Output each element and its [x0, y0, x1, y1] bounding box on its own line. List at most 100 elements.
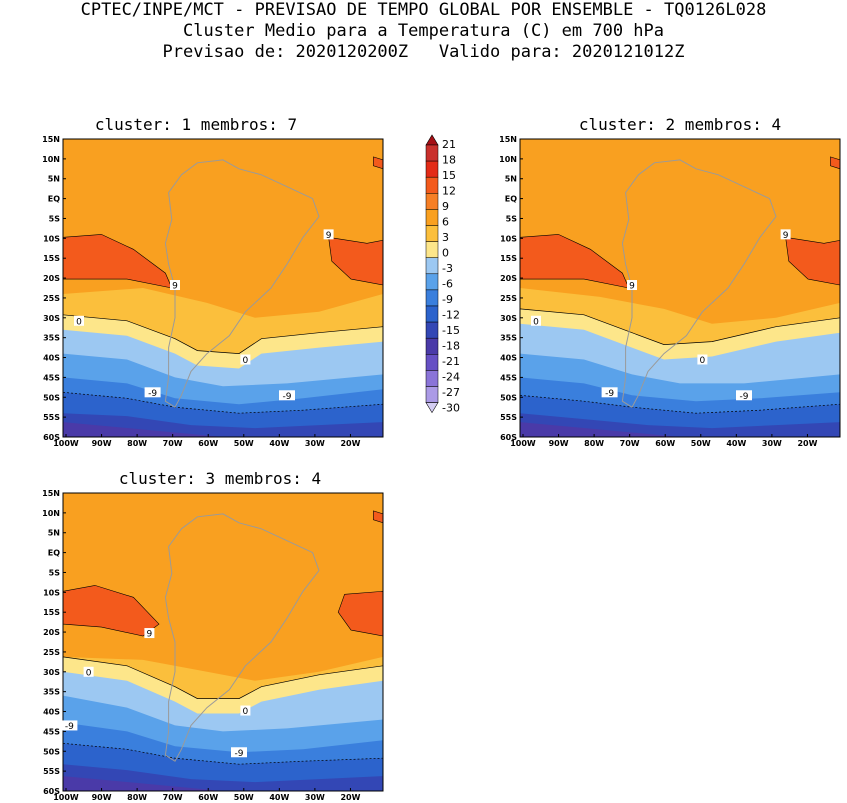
contour-label: 9 [172, 282, 178, 292]
lat-label: 50S [43, 393, 60, 402]
lon-label: 100W [53, 793, 79, 802]
field-band [520, 422, 680, 437]
contour-label-bg [279, 390, 295, 401]
lon-label: 30W [305, 439, 325, 448]
colorbar-swatch [425, 273, 439, 291]
colorbar-label: 21 [442, 138, 456, 151]
contour-0 [519, 308, 841, 345]
lat-label: EQ [505, 195, 517, 204]
field-band [63, 776, 223, 791]
contour-label: 0 [243, 356, 249, 366]
lon-label: 20W [340, 793, 360, 802]
header-line-3: Previsao de: 2020120200Z Valido para: 20… [162, 42, 685, 62]
contour-label-bg [240, 354, 251, 365]
lat-label: 25S [43, 648, 60, 657]
colorbar-swatch [425, 160, 439, 178]
colorbar-label: 18 [442, 154, 456, 167]
map-panel-3: cluster: 3 membros: 4 15N 10N 5N EQ 5S 10S 15S 2… [42, 469, 384, 802]
lon-label: 40W [269, 793, 289, 802]
lat-label: 45S [500, 373, 517, 382]
lat-label: 5S [49, 568, 61, 577]
colorbar-swatch [425, 354, 439, 371]
lat-label: 35S [500, 334, 517, 343]
colorbar-label: -6 [442, 278, 453, 291]
colorbar-label: -24 [442, 371, 460, 384]
colorbar-label: -27 [442, 386, 460, 399]
contour-label-bg [697, 354, 708, 365]
lon-label: 60W [655, 439, 675, 448]
lat-label: 10N [499, 155, 517, 164]
contour-label: 9 [783, 231, 789, 241]
lat-label: 25S [500, 294, 517, 303]
colorbar-label: -3 [442, 262, 453, 275]
colorbar-swatch [425, 225, 439, 242]
contour-label-bg [601, 387, 618, 398]
lon-label: 70W [163, 793, 183, 802]
map-panel-2: cluster: 2 membros: 4 15N 10N 5N EQ 5S 10S 15S 2… [499, 115, 841, 448]
lon-label: 20W [797, 439, 817, 448]
contour-label: 0 [243, 707, 249, 717]
contour-label-bg [627, 280, 637, 291]
lon-label: 30W [762, 439, 782, 448]
contour-label: 9 [629, 282, 635, 292]
lon-label: 100W [510, 439, 536, 448]
colorbar-label: 0 [442, 247, 449, 260]
colorbar-arrow-top [425, 134, 439, 146]
lat-label: 55S [43, 413, 60, 422]
lon-label: 50W [691, 439, 711, 448]
contour-label: 9 [147, 630, 153, 640]
lat-label: 15N [42, 135, 60, 144]
colorbar-label: 9 [442, 200, 449, 213]
contour-label-bg [170, 280, 180, 291]
lat-label: 35S [43, 688, 60, 697]
coastline [621, 159, 777, 408]
contour-label: 0 [533, 317, 539, 327]
lon-label: 100W [53, 439, 79, 448]
header-line-1: CPTEC/INPE/MCT - PREVISAO DE TEMPO GLOBA… [80, 0, 767, 20]
lat-label: 50S [43, 747, 60, 756]
contour-label-bg [240, 705, 251, 716]
lon-label: 80W [584, 439, 604, 448]
lat-label: 15S [500, 254, 517, 263]
contour-label: -9 [740, 392, 749, 402]
colorbar-label: 3 [442, 231, 449, 244]
contour-label-bg [144, 628, 155, 639]
contour-minus-9 [519, 394, 841, 414]
contour-0 [62, 314, 384, 354]
map-panel-1: cluster: 1 membros: 7 15N 10N 5N EQ 5S 10S 15S 2… [42, 115, 384, 448]
colorbar-label: -18 [442, 340, 460, 353]
colorbar-label: -30 [442, 402, 460, 415]
lat-label: 50S [500, 393, 517, 402]
colorbar-swatch [425, 370, 439, 387]
contour-label: -9 [235, 749, 244, 759]
lat-label: 10N [42, 155, 60, 164]
lon-label: 20W [340, 439, 360, 448]
contour-label-bg [780, 229, 791, 240]
colorbar-swatch [425, 209, 439, 226]
lon-label: 90W [549, 439, 569, 448]
contour-label: 0 [700, 356, 706, 366]
lat-label: 15S [43, 608, 60, 617]
lat-label: 60S [43, 433, 60, 442]
contour-label-bg [231, 747, 247, 758]
lat-label: 20S [43, 274, 60, 283]
colorbar-swatch [425, 337, 439, 355]
contour-label-bg [144, 387, 161, 398]
lat-label: 30S [43, 314, 60, 323]
lon-label: 60W [198, 793, 218, 802]
lat-label: 45S [43, 727, 60, 736]
colorbar-swatch [425, 241, 439, 258]
lat-label: 20S [43, 628, 60, 637]
contour-label: -9 [283, 392, 292, 402]
contour-label-bg [74, 315, 84, 326]
contour-label: 9 [326, 231, 332, 241]
lon-label: 90W [92, 793, 112, 802]
coastline [164, 513, 320, 762]
lat-label: 5S [506, 214, 518, 223]
lat-label: 15N [499, 135, 517, 144]
coastline [164, 159, 320, 408]
field-warm-blob [337, 590, 384, 637]
lat-label: 30S [43, 668, 60, 677]
contour-label: 0 [86, 668, 92, 678]
